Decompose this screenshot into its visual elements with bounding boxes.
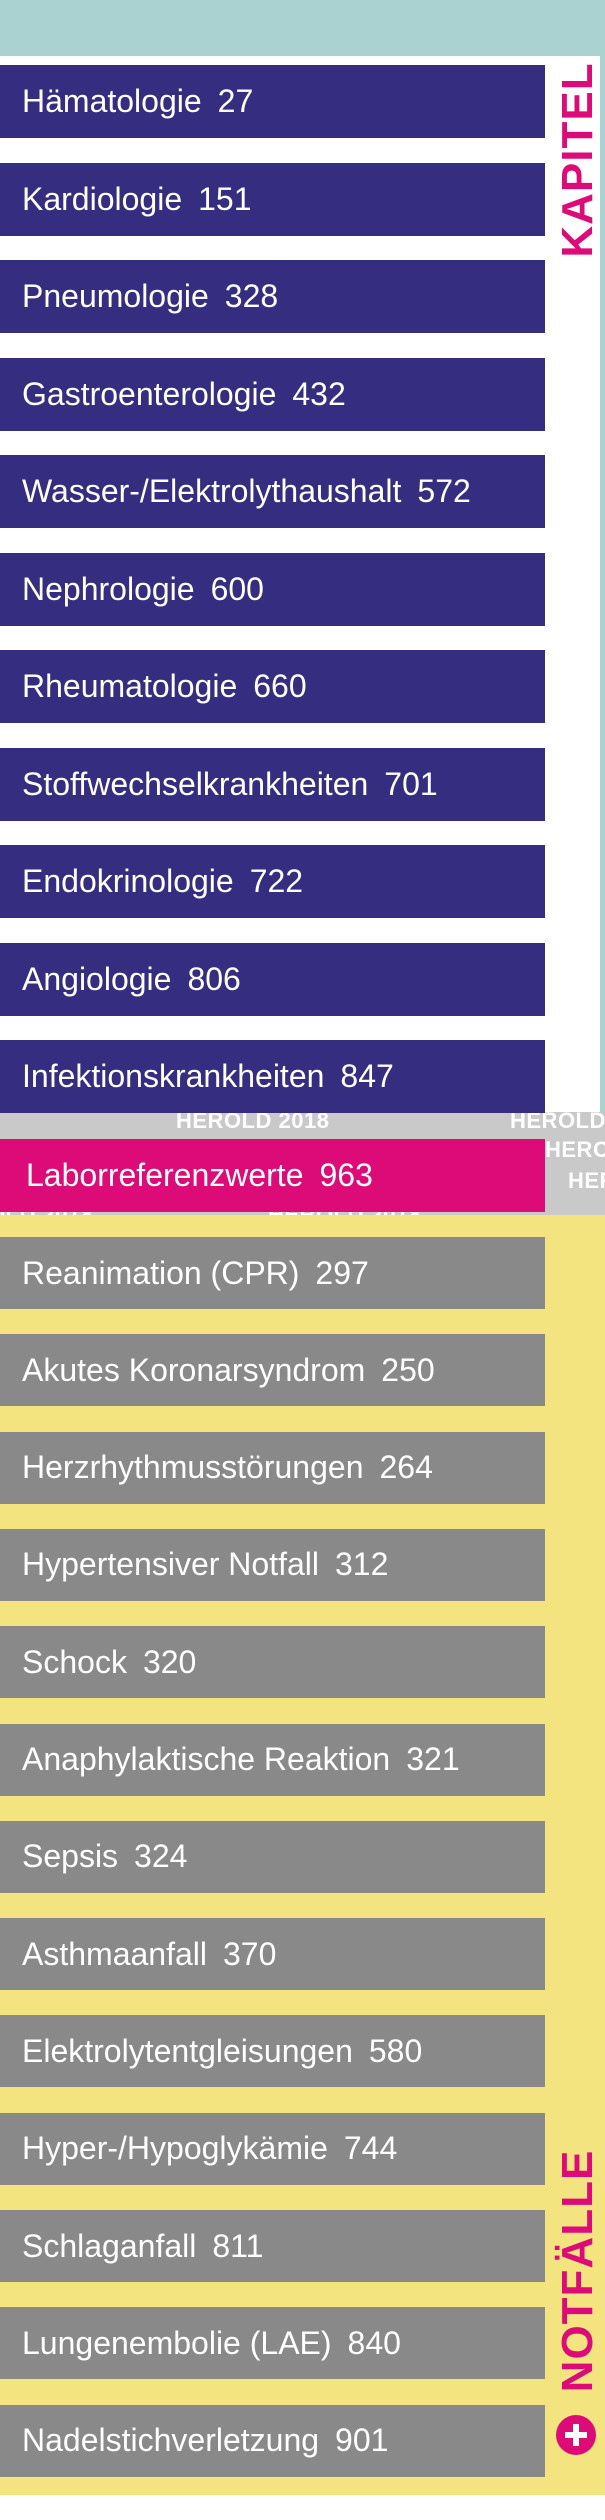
tab-page-number: 432 xyxy=(292,375,346,412)
tab-page-number: 901 xyxy=(335,2422,389,2459)
tab-label: Kardiologie xyxy=(22,180,183,217)
tab-page-number: 27 xyxy=(217,83,254,119)
tab-laborreferenzwerte[interactable]: Laborreferenzwerte 963 xyxy=(0,1139,545,1212)
plus-icon xyxy=(556,2415,596,2455)
tab-page-number: 722 xyxy=(249,863,304,899)
kapitel-tab-3[interactable]: Pneumologie 328 xyxy=(0,260,545,333)
tab-page-number: 847 xyxy=(340,1058,394,1094)
tab-label: Nadelstichverletzung xyxy=(22,2422,320,2459)
tab-label: Hypertensiver Notfall xyxy=(22,1546,319,1583)
tab-label: Herzrhythmusstörungen xyxy=(22,1449,364,1486)
watermark-text: HEROLD 2018 xyxy=(176,1112,330,1133)
tab-page-number: 297 xyxy=(315,1254,369,1291)
notfall-tab-11[interactable]: Schlaganfall 811 xyxy=(0,2210,545,2282)
bottom-margin xyxy=(0,2495,605,2520)
tab-label: Wasser-/Elektrolythaushalt xyxy=(22,473,402,509)
tab-label: Gastroenterologie xyxy=(22,375,277,412)
notfall-tab-4[interactable]: Hypertensiver Notfall 312 xyxy=(0,1528,545,1601)
tab-page-number: 580 xyxy=(368,2032,423,2069)
tab-page-number: 264 xyxy=(379,1449,433,1486)
notfall-tab-5[interactable]: Schock 320 xyxy=(0,1626,545,1699)
notfaelle-label: NOTFÄLLE xyxy=(553,2149,602,2393)
kapitel-label: KAPITEL xyxy=(553,62,602,258)
tab-label: Pneumologie xyxy=(22,278,209,314)
kapitel-tab-10[interactable]: Angiologie 806 xyxy=(0,942,545,1016)
kapitel-tab-7[interactable]: Rheumatologie 660 xyxy=(0,650,545,723)
tab-page-number: 320 xyxy=(142,1643,197,1680)
tab-label: Hyper-/Hypoglykämie xyxy=(22,2130,328,2167)
notfall-tab-3[interactable]: Herzrhythmusstörungen 264 xyxy=(0,1431,545,1504)
tab-page-number: 811 xyxy=(212,2227,264,2264)
tab-label: Rheumatologie xyxy=(22,668,238,704)
notfall-tab-1[interactable]: Reanimation (CPR) 297 xyxy=(0,1237,545,1309)
kapitel-tab-6[interactable]: Nephrologie 600 xyxy=(0,552,545,626)
kapitel-tab-5[interactable]: Wasser-/Elektrolythaushalt 572 xyxy=(0,455,545,528)
watermark-text: HEROLD 2018 xyxy=(568,1168,605,1193)
tab-label: Stoffwechselkrankheiten xyxy=(22,765,369,802)
tab-page-number: 312 xyxy=(335,1546,389,1583)
tab-page-number: 806 xyxy=(187,960,241,997)
notfall-tab-12[interactable]: Lungenembolie (LAE) 840 xyxy=(0,2307,545,2380)
notfall-tab-9[interactable]: Elektrolytentgleisungen 580 xyxy=(0,2015,545,2088)
tab-label: Schlaganfall xyxy=(22,2227,197,2264)
notfall-tab-10[interactable]: Hyper-/Hypoglykämie 744 xyxy=(0,2112,545,2185)
top-band xyxy=(0,0,605,56)
tab-label: Akutes Koronarsyndrom xyxy=(22,1351,366,1388)
tab-page-number: 321 xyxy=(406,1741,460,1777)
kapitel-rail xyxy=(600,56,605,1123)
tab-page-number: 660 xyxy=(253,668,307,704)
kapitel-tab-2[interactable]: Kardiologie 151 xyxy=(0,162,545,236)
tab-label: Laborreferenzwerte xyxy=(26,1157,304,1193)
watermark-text: HEROLD 2018 xyxy=(545,1137,605,1162)
tab-label: Sepsis xyxy=(22,1838,119,1875)
tab-label: Elektrolytentgleisungen xyxy=(22,2032,353,2069)
notfall-tab-8[interactable]: Asthmaanfall 370 xyxy=(0,1918,545,1991)
notfall-tab-6[interactable]: Anaphylaktische Reaktion 321 xyxy=(0,1723,545,1796)
notfall-tab-13[interactable]: Nadelstichverletzung 901 xyxy=(0,2404,545,2477)
tab-page-number: 963 xyxy=(319,1157,373,1193)
kapitel-tab-4[interactable]: Gastroenterologie 432 xyxy=(0,357,545,431)
tab-page-number: 250 xyxy=(381,1351,435,1388)
tab-label: Anaphylaktische Reaktion xyxy=(22,1741,391,1777)
tab-label: Endokrinologie xyxy=(22,863,234,899)
watermark-text: HEROLD 2018 xyxy=(510,1112,605,1133)
tab-page-number: 840 xyxy=(347,2324,401,2361)
tab-page-number: 572 xyxy=(417,473,471,509)
tab-label: Asthmaanfall xyxy=(22,1935,207,1972)
tab-label: Nephrologie xyxy=(22,570,195,607)
tab-label: Angiologie xyxy=(22,960,172,997)
tab-label: Lungenembolie (LAE) xyxy=(22,2324,332,2361)
tab-page-number: 324 xyxy=(134,1838,188,1875)
tab-page-number: 370 xyxy=(222,1935,277,1972)
tab-label: Reanimation (CPR) xyxy=(22,1254,300,1291)
tab-page-number: 151 xyxy=(198,180,252,217)
tab-page-number: 701 xyxy=(384,765,438,802)
tab-label: Hämatologie xyxy=(22,83,202,119)
notfall-tab-2[interactable]: Akutes Koronarsyndrom 250 xyxy=(0,1334,545,1407)
kapitel-tab-1[interactable]: Hämatologie 27 xyxy=(0,65,545,138)
kapitel-tab-8[interactable]: Stoffwechselkrankheiten 701 xyxy=(0,747,545,821)
kapitel-tab-11[interactable]: Infektionskrankheiten 847 xyxy=(0,1040,545,1113)
notfall-tab-7[interactable]: Sepsis 324 xyxy=(0,1820,545,1893)
tab-page-number: 328 xyxy=(224,278,279,314)
tab-label: Infektionskrankheiten xyxy=(22,1058,325,1094)
kapitel-tab-9[interactable]: Endokrinologie 722 xyxy=(0,845,545,918)
tab-page-number: 744 xyxy=(343,2130,398,2167)
tab-label: Schock xyxy=(22,1643,127,1680)
tab-page-number: 600 xyxy=(210,570,264,607)
